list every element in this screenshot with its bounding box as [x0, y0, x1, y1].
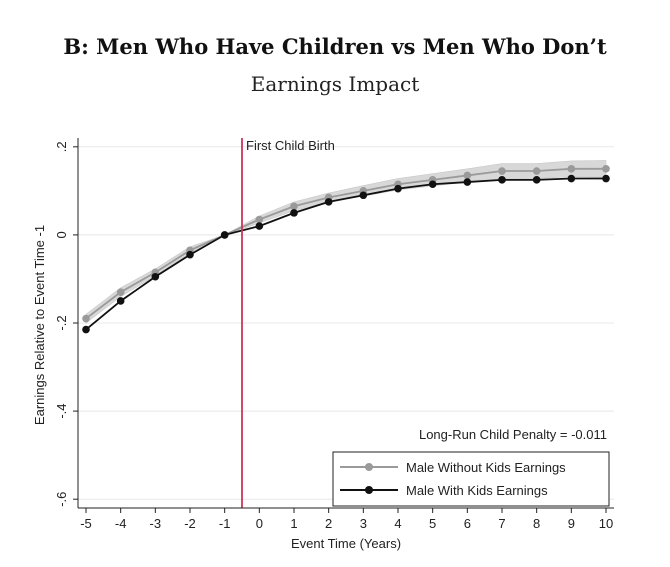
- y-tick-label: .2: [54, 141, 69, 152]
- point-with-kids: [151, 272, 160, 281]
- point-with-kids: [428, 180, 437, 189]
- point-with-kids: [255, 222, 264, 230]
- point-with-kids: [394, 184, 402, 193]
- series-line-with-kids: [85, 177, 606, 331]
- point-without-kids: [463, 171, 472, 180]
- point-with-kids: [290, 209, 298, 217]
- point-without-kids: [602, 165, 610, 173]
- legend-label-without-kids: Male Without Kids Earnings: [406, 460, 566, 475]
- point-without-kids: [255, 215, 264, 224]
- point-with-kids: [359, 191, 368, 200]
- y-tick-label: -.2: [54, 315, 69, 330]
- point-without-kids: [290, 202, 298, 211]
- x-tick-label: -2: [184, 516, 196, 531]
- legend-marker-without-kids: [365, 463, 373, 471]
- x-axis-label: Event Time (Years): [291, 536, 401, 551]
- point-with-kids: [116, 297, 125, 305]
- x-tick-label: -5: [80, 516, 92, 531]
- x-tick-label: 4: [394, 516, 401, 531]
- x-tick-label: 1: [290, 516, 297, 531]
- ci-band-without-kids: [85, 160, 607, 324]
- legend: Male Without Kids Earnings Male With Kid…: [332, 451, 610, 507]
- y-tick-label: -.4: [54, 404, 69, 419]
- event-line: First Child Birth: [241, 138, 335, 508]
- confidence-band: [85, 160, 607, 324]
- point-without-kids: [567, 165, 576, 173]
- x-tick-label: 8: [533, 516, 540, 531]
- x-tick-label: 5: [429, 516, 436, 531]
- gridlines: [78, 146, 614, 500]
- point-with-kids: [220, 231, 229, 239]
- point-with-kids: [324, 198, 333, 206]
- y-tick-label: -.6: [54, 492, 69, 507]
- y-axis-label: Earnings Relative to Event Time -1: [32, 225, 47, 425]
- first-child-birth-label: First Child Birth: [246, 138, 335, 153]
- chart-subtitle: Earnings Impact: [250, 72, 420, 96]
- x-tick-label: 0: [256, 516, 263, 531]
- point-without-kids: [82, 314, 90, 323]
- x-tick-label: -1: [219, 516, 231, 531]
- point-with-kids: [82, 325, 90, 334]
- point-without-kids: [498, 167, 506, 175]
- axes: -.6 -.4 -.2 0 .2 -5 -4 -3 -2 -1 0 1 2 3 4 5 6 7 8 9 10: [54, 138, 614, 531]
- legend-box: [332, 451, 610, 507]
- legend-marker-with-kids: [365, 486, 373, 494]
- series-line-without-kids: [85, 167, 606, 320]
- point-with-kids: [602, 174, 610, 183]
- y-tick-label: 0: [54, 231, 69, 238]
- point-without-kids: [532, 167, 541, 175]
- legend-label-with-kids: Male With Kids Earnings: [406, 483, 548, 498]
- chart-title: B: Men Who Have Children vs Men Who Don’…: [63, 34, 607, 59]
- point-with-kids: [186, 250, 194, 259]
- point-with-kids: [567, 174, 576, 183]
- point-without-kids: [116, 288, 125, 296]
- child-penalty-annotation: Long-Run Child Penalty = -0.011: [419, 427, 607, 442]
- point-with-kids: [463, 178, 472, 186]
- x-tick-label: 2: [325, 516, 332, 531]
- series-lines: [82, 165, 610, 334]
- x-tick-label: 9: [568, 516, 575, 531]
- x-tick-label: 6: [464, 516, 471, 531]
- x-tick-label: 7: [498, 516, 505, 531]
- x-tick-label: 3: [360, 516, 367, 531]
- x-tick-label: -3: [150, 516, 162, 531]
- point-with-kids: [498, 176, 506, 184]
- x-tick-label: -4: [115, 516, 127, 531]
- x-tick-label: 10: [599, 516, 613, 531]
- point-with-kids: [532, 176, 541, 184]
